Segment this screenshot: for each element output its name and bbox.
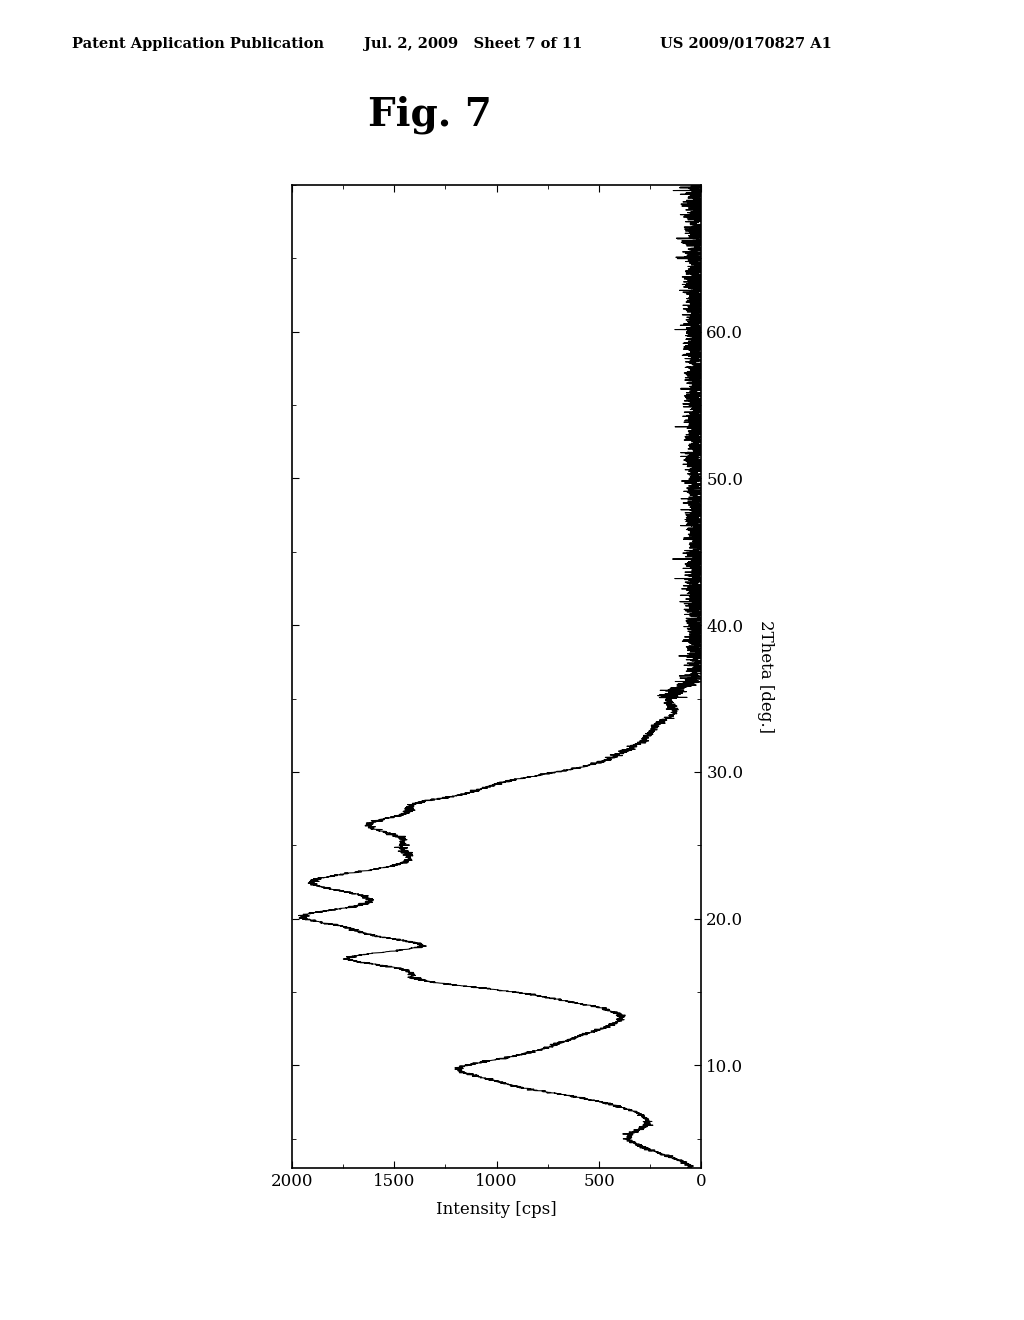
Text: Fig. 7: Fig. 7 [369, 95, 492, 133]
X-axis label: Intensity [cps]: Intensity [cps] [436, 1201, 557, 1218]
Text: Jul. 2, 2009   Sheet 7 of 11: Jul. 2, 2009 Sheet 7 of 11 [364, 37, 582, 51]
Text: US 2009/0170827 A1: US 2009/0170827 A1 [660, 37, 833, 51]
Text: Patent Application Publication: Patent Application Publication [72, 37, 324, 51]
Y-axis label: 2Theta [deg.]: 2Theta [deg.] [757, 620, 774, 733]
